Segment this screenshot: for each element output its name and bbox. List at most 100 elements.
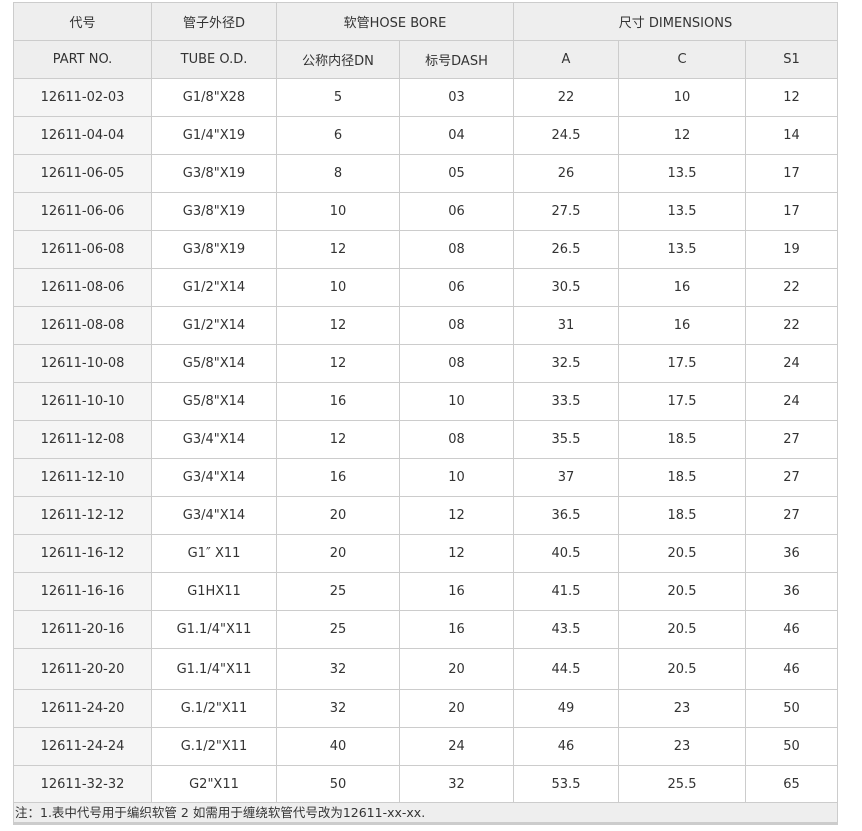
cell-tube-od: G3/4"X14 xyxy=(151,458,277,497)
cell-dn: 20 xyxy=(276,496,400,535)
cell-part-no: 12611-10-08 xyxy=(13,344,152,383)
table-row: 12611-24-24 G.1/2"X11 40 24 46 23 50 xyxy=(13,727,839,766)
cell-tube-od: G2"X11 xyxy=(151,765,277,804)
cell-part-no: 12611-06-05 xyxy=(13,154,152,193)
cell-a: 37 xyxy=(513,458,619,497)
table-row: 12611-04-04 G1/4"X19 6 04 24.5 12 14 xyxy=(13,116,839,155)
cell-a: 31 xyxy=(513,306,619,345)
cell-dn: 10 xyxy=(276,192,400,231)
table-row: 12611-20-16 G1.1/4"X11 25 16 43.5 20.5 46 xyxy=(13,610,839,649)
cell-part-no: 12611-04-04 xyxy=(13,116,152,155)
cell-dn: 20 xyxy=(276,534,400,573)
header-dn: 公称内径DN xyxy=(276,40,400,79)
table-row: 12611-32-32 G2"X11 50 32 53.5 25.5 65 xyxy=(13,765,839,804)
cell-c: 10 xyxy=(618,78,746,117)
cell-s1: 65 xyxy=(744,765,839,804)
cell-dn: 32 xyxy=(276,689,400,728)
cell-part-no: 12611-02-03 xyxy=(13,78,152,117)
cell-a: 35.5 xyxy=(513,420,619,459)
table-row: 12611-06-08 G3/8"X19 12 08 26.5 13.5 19 xyxy=(13,230,839,269)
cell-s1: 27 xyxy=(744,496,839,535)
cell-tube-od: G3/8"X19 xyxy=(151,230,277,269)
cell-dn: 25 xyxy=(276,572,400,611)
cell-part-no: 12611-06-06 xyxy=(13,192,152,231)
header-c: C xyxy=(618,40,746,79)
cell-c: 13.5 xyxy=(618,230,746,269)
cell-c: 17.5 xyxy=(618,344,746,383)
cell-part-no: 12611-06-08 xyxy=(13,230,152,269)
cell-s1: 24 xyxy=(744,344,839,383)
specification-table: 代号 管子外径D 软管HOSE BORE 尺寸 DIMENSIONS PART … xyxy=(13,2,839,804)
footnote: 注：1.表中代号用于编织软管 2 如需用于缠绕软管代号改为12611-xx-xx… xyxy=(13,802,838,825)
cell-c: 13.5 xyxy=(618,154,746,193)
cell-tube-od: G5/8"X14 xyxy=(151,344,277,383)
cell-tube-od: G.1/2"X11 xyxy=(151,689,277,728)
cell-s1: 46 xyxy=(744,610,839,649)
cell-dn: 12 xyxy=(276,420,400,459)
cell-a: 53.5 xyxy=(513,765,619,804)
table-row: 12611-08-06 G1/2"X14 10 06 30.5 16 22 xyxy=(13,268,839,307)
cell-part-no: 12611-10-10 xyxy=(13,382,152,421)
cell-tube-od: G1/2"X14 xyxy=(151,306,277,345)
cell-tube-od: G3/4"X14 xyxy=(151,420,277,459)
cell-tube-od: G1″ X11 xyxy=(151,534,277,573)
cell-part-no: 12611-08-06 xyxy=(13,268,152,307)
table-row: 12611-24-20 G.1/2"X11 32 20 49 23 50 xyxy=(13,689,839,728)
cell-dash: 08 xyxy=(399,344,514,383)
cell-part-no: 12611-12-10 xyxy=(13,458,152,497)
cell-tube-od: G1/8"X28 xyxy=(151,78,277,117)
cell-dn: 5 xyxy=(276,78,400,117)
cell-a: 43.5 xyxy=(513,610,619,649)
cell-dash: 08 xyxy=(399,230,514,269)
table-row: 12611-06-06 G3/8"X19 10 06 27.5 13.5 17 xyxy=(13,192,839,231)
cell-c: 16 xyxy=(618,268,746,307)
cell-c: 18.5 xyxy=(618,496,746,535)
header-row-1: 代号 管子外径D 软管HOSE BORE 尺寸 DIMENSIONS xyxy=(13,2,839,41)
cell-tube-od: G1HX11 xyxy=(151,572,277,611)
cell-s1: 27 xyxy=(744,420,839,459)
cell-s1: 17 xyxy=(744,154,839,193)
cell-c: 18.5 xyxy=(618,458,746,497)
cell-part-no: 12611-32-32 xyxy=(13,765,152,804)
cell-dn: 40 xyxy=(276,727,400,766)
cell-dash: 06 xyxy=(399,192,514,231)
cell-tube-od: G3/8"X19 xyxy=(151,154,277,193)
cell-dash: 16 xyxy=(399,572,514,611)
cell-s1: 17 xyxy=(744,192,839,231)
cell-tube-od: G1/4"X19 xyxy=(151,116,277,155)
cell-tube-od: G.1/2"X11 xyxy=(151,727,277,766)
cell-dash: 04 xyxy=(399,116,514,155)
header-row-2: PART NO. TUBE O.D. 公称内径DN 标号DASH A C S1 xyxy=(13,40,839,79)
cell-part-no: 12611-24-20 xyxy=(13,689,152,728)
cell-dn: 16 xyxy=(276,382,400,421)
cell-tube-od: G3/8"X19 xyxy=(151,192,277,231)
cell-dn: 12 xyxy=(276,306,400,345)
cell-s1: 36 xyxy=(744,534,839,573)
cell-part-no: 12611-24-24 xyxy=(13,727,152,766)
cell-dash: 20 xyxy=(399,648,514,690)
cell-dash: 08 xyxy=(399,420,514,459)
cell-c: 20.5 xyxy=(618,534,746,573)
cell-c: 18.5 xyxy=(618,420,746,459)
cell-s1: 14 xyxy=(744,116,839,155)
table-row: 12611-12-08 G3/4"X14 12 08 35.5 18.5 27 xyxy=(13,420,839,459)
cell-dn: 8 xyxy=(276,154,400,193)
cell-c: 17.5 xyxy=(618,382,746,421)
cell-part-no: 12611-20-20 xyxy=(13,648,152,690)
cell-s1: 12 xyxy=(744,78,839,117)
cell-dash: 10 xyxy=(399,458,514,497)
cell-dash: 08 xyxy=(399,306,514,345)
cell-dash: 16 xyxy=(399,610,514,649)
cell-part-no: 12611-16-12 xyxy=(13,534,152,573)
cell-c: 20.5 xyxy=(618,610,746,649)
cell-dn: 16 xyxy=(276,458,400,497)
cell-a: 46 xyxy=(513,727,619,766)
header-hose-bore: 软管HOSE BORE xyxy=(276,2,514,41)
table-row: 12611-06-05 G3/8"X19 8 05 26 13.5 17 xyxy=(13,154,839,193)
cell-part-no: 12611-20-16 xyxy=(13,610,152,649)
header-a: A xyxy=(513,40,619,79)
cell-tube-od: G1/2"X14 xyxy=(151,268,277,307)
table-row: 12611-12-12 G3/4"X14 20 12 36.5 18.5 27 xyxy=(13,496,839,535)
cell-c: 20.5 xyxy=(618,572,746,611)
cell-dn: 25 xyxy=(276,610,400,649)
